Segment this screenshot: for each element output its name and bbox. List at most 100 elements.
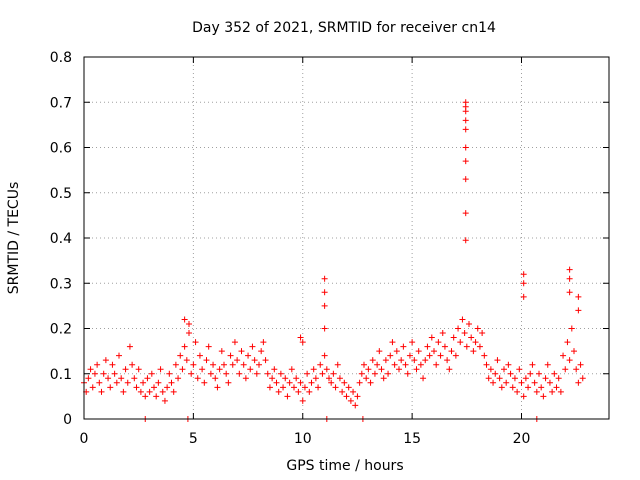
data-point	[579, 375, 586, 382]
data-point	[122, 366, 129, 373]
data-point	[321, 289, 328, 296]
data-point	[109, 361, 116, 368]
data-point	[262, 357, 269, 364]
data-point	[339, 388, 346, 395]
data-point	[374, 361, 381, 368]
data-point	[522, 375, 529, 382]
data-point	[402, 361, 409, 368]
data-point	[542, 375, 549, 382]
data-point	[299, 397, 306, 404]
data-point	[321, 302, 328, 309]
data-point	[420, 375, 427, 382]
data-point	[462, 176, 469, 183]
data-point	[205, 343, 212, 350]
data-point	[321, 325, 328, 332]
x-axis-label: GPS time / hours	[286, 458, 403, 474]
data-point	[317, 361, 324, 368]
data-point	[483, 361, 490, 368]
data-point	[520, 271, 527, 278]
data-point	[462, 144, 469, 151]
data-point	[516, 366, 523, 373]
data-point	[161, 397, 168, 404]
y-tick-label: 0	[63, 412, 72, 428]
data-point	[352, 402, 359, 409]
data-point	[181, 343, 188, 350]
data-point	[529, 361, 536, 368]
data-point	[466, 320, 472, 327]
data-point	[291, 384, 297, 391]
y-tick-label: 0.8	[50, 50, 72, 66]
data-point	[435, 339, 442, 346]
data-point	[319, 370, 326, 377]
data-point	[258, 348, 265, 355]
data-point	[188, 370, 195, 377]
data-point	[409, 339, 416, 346]
data-point	[492, 370, 499, 377]
data-point	[91, 370, 98, 377]
data-point	[221, 361, 227, 368]
data-point	[107, 384, 114, 391]
data-point	[389, 339, 396, 346]
data-point	[540, 393, 547, 400]
data-point	[87, 366, 94, 373]
y-tick-label: 0.6	[50, 141, 72, 157]
chart-title: Day 352 of 2021, SRMTID for receiver cn1…	[192, 20, 496, 36]
data-point	[520, 280, 527, 287]
data-point	[566, 289, 573, 296]
data-point	[378, 366, 385, 373]
data-point	[140, 379, 147, 386]
data-point	[457, 339, 464, 346]
data-point	[564, 339, 571, 346]
data-point	[133, 384, 140, 391]
data-point	[520, 393, 527, 400]
data-point	[157, 366, 164, 373]
grid	[84, 57, 609, 419]
data-point	[245, 352, 252, 359]
data-point	[256, 361, 262, 368]
data-point	[494, 357, 501, 364]
data-point	[164, 384, 171, 391]
data-point	[422, 357, 429, 364]
data-point	[225, 379, 232, 386]
data-point	[118, 375, 125, 382]
data-point	[155, 379, 162, 386]
data-point	[271, 366, 278, 373]
data-point	[181, 316, 188, 323]
data-point	[247, 366, 254, 373]
y-axis-ticks: 0 0.1 0.2 0.3 0.4 0.5 0.6 0.7 0.8	[50, 50, 609, 428]
data-point	[144, 375, 151, 382]
data-point	[275, 388, 282, 395]
data-point	[260, 339, 267, 346]
data-point	[350, 388, 357, 395]
data-point	[363, 375, 370, 382]
data-point	[448, 348, 455, 355]
data-point	[124, 379, 131, 386]
data-point	[264, 370, 271, 377]
y-axis-label: SRMTID / TECUs	[6, 182, 22, 295]
data-point	[462, 126, 469, 133]
data-point	[424, 343, 431, 350]
data-point	[551, 370, 558, 377]
y-tick-label: 0.2	[50, 322, 72, 338]
data-point	[462, 237, 469, 244]
data-point	[166, 370, 173, 377]
data-point	[470, 348, 477, 355]
data-point	[474, 325, 481, 332]
data-point	[462, 108, 469, 115]
data-point	[142, 393, 149, 400]
data-point	[527, 370, 534, 377]
data-point	[170, 388, 177, 395]
data-point	[113, 379, 120, 386]
data-point	[557, 388, 564, 395]
x-axis-ticks: 0 5 10 15 20	[80, 57, 531, 447]
data-point	[284, 393, 291, 400]
data-point	[153, 393, 160, 400]
data-point	[196, 352, 203, 359]
data-point	[566, 275, 573, 282]
data-point	[297, 379, 304, 386]
data-point	[273, 379, 280, 386]
data-point	[297, 334, 304, 341]
x-tick-label: 20	[513, 431, 531, 447]
data-point	[286, 379, 293, 386]
